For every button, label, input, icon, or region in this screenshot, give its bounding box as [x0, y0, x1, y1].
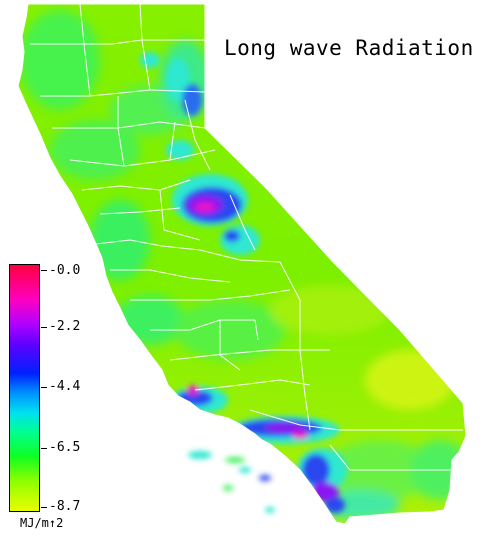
- map-title: Long wave Radiation: [224, 36, 474, 60]
- legend-tick-mark: [41, 507, 47, 508]
- legend-tick-label: -4.4: [49, 379, 81, 394]
- legend-tick-label: -8.7: [49, 499, 81, 514]
- legend-tick-label: -6.5: [49, 440, 81, 455]
- legend-tick-mark: [41, 387, 47, 388]
- channel-islands: [188, 451, 275, 513]
- legend-tick-mark: [41, 270, 47, 271]
- legend-tick-label: -2.2: [49, 319, 81, 334]
- legend-tick-mark: [41, 327, 47, 328]
- color-scale-bar: [9, 264, 40, 512]
- legend-unit: MJ/m↑2: [20, 516, 64, 530]
- legend-tick-label: -0.0: [49, 263, 81, 278]
- legend-tick-mark: [41, 448, 47, 449]
